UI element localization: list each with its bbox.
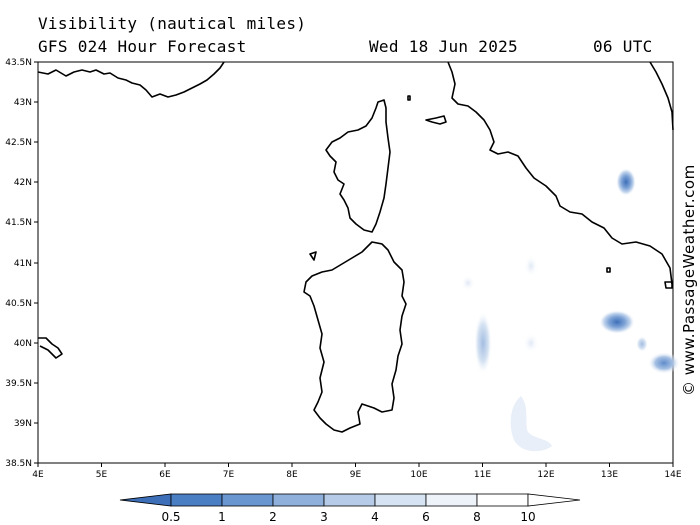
colorbar-label: 3: [320, 510, 328, 524]
colorbar-cell: [374, 493, 427, 507]
lat-tick-label: 40N: [14, 339, 32, 349]
coastline-france: [37, 61, 225, 98]
map-title: Visibility (nautical miles): [38, 14, 307, 33]
low-visibility-layer: [461, 168, 680, 452]
lat-tick-label: 38.5N: [5, 459, 32, 469]
forecast-run-time: 06 UTC: [593, 37, 653, 56]
lon-tick-label: 7E: [223, 470, 235, 480]
colorbar-label: 6: [422, 510, 430, 524]
coastline-sicily: [664, 281, 673, 289]
colorbar-label: 1: [218, 510, 226, 524]
coastlines: [37, 61, 674, 433]
lon-tick-label: 11E: [474, 470, 491, 480]
colorbar-cell: [272, 493, 325, 507]
longitude-axis: 4E 5E 6E 7E 8E 9E 10E 11E 12E 13E 14E: [32, 463, 682, 480]
lat-tick-label: 40.5N: [5, 299, 32, 309]
island-sardinia-islet: [309, 251, 317, 261]
island-corsica: [325, 99, 391, 233]
lat-tick-label: 43N: [14, 98, 32, 108]
lon-tick-label: 13E: [601, 470, 618, 480]
colorbar-label: 2: [269, 510, 277, 524]
lon-tick-label: 6E: [159, 470, 171, 480]
low-visibility-area: [510, 396, 552, 452]
colorbar-label: 10: [520, 510, 535, 524]
forecast-subtitle: GFS 024 Hour Forecast: [38, 37, 247, 56]
colorbar-cell: [527, 493, 581, 507]
lon-tick-label: 4E: [32, 470, 44, 480]
lon-tick-label: 8E: [286, 470, 298, 480]
coastline-africa: [38, 337, 63, 359]
lon-tick-label: 5E: [96, 470, 108, 480]
lat-tick-label: 41N: [14, 259, 32, 269]
lat-tick-label: 39.5N: [5, 379, 32, 389]
lon-tick-label: 9E: [350, 470, 362, 480]
low-visibility-area: [648, 352, 680, 374]
lat-tick-label: 42.5N: [5, 138, 32, 148]
low-visibility-area: [636, 336, 648, 352]
watermark: © www.PassageWeather.com: [680, 164, 698, 396]
colorbar-cell: [170, 493, 223, 507]
lat-tick-label: 42N: [14, 178, 32, 188]
low-visibility-area: [616, 168, 636, 196]
island-sardinia: [303, 241, 407, 433]
lat-tick-label: 39N: [14, 419, 32, 429]
low-visibility-area: [474, 311, 492, 375]
low-visibility-area: [524, 255, 538, 277]
colorbar-label: 0.5: [161, 510, 180, 524]
colorbar-label: 4: [371, 510, 379, 524]
low-visibility-area: [461, 275, 475, 291]
lon-tick-label: 12E: [537, 470, 554, 480]
low-visibility-area: [599, 310, 635, 334]
coastline-italy-mouth: [425, 115, 447, 125]
colorbar-cell: [476, 493, 529, 507]
low-visibility-area: [523, 333, 539, 353]
island-small: [407, 95, 411, 101]
lat-tick-label: 41.5N: [5, 218, 32, 228]
colorbar-cell: [221, 493, 274, 507]
lat-tick-label: 43.5N: [5, 58, 32, 68]
lon-tick-label: 10E: [410, 470, 427, 480]
coastline-adriatic: [649, 61, 674, 131]
colorbar-cell: [425, 493, 478, 507]
colorbar-cell: [323, 493, 376, 507]
latitude-axis: 43.5N 43N 42.5N 42N 41.5N 41N 40.5N 40N …: [5, 58, 38, 469]
map-frame: [37, 61, 674, 464]
forecast-date: Wed 18 Jun 2025: [369, 37, 518, 56]
island-small: [606, 267, 611, 273]
colorbar: 0.5 1 2 3 4 6 8 10: [119, 493, 581, 524]
coastline-italy: [447, 61, 673, 285]
lon-tick-label: 14E: [664, 470, 681, 480]
colorbar-label: 8: [473, 510, 481, 524]
colorbar-cell: [119, 493, 172, 507]
